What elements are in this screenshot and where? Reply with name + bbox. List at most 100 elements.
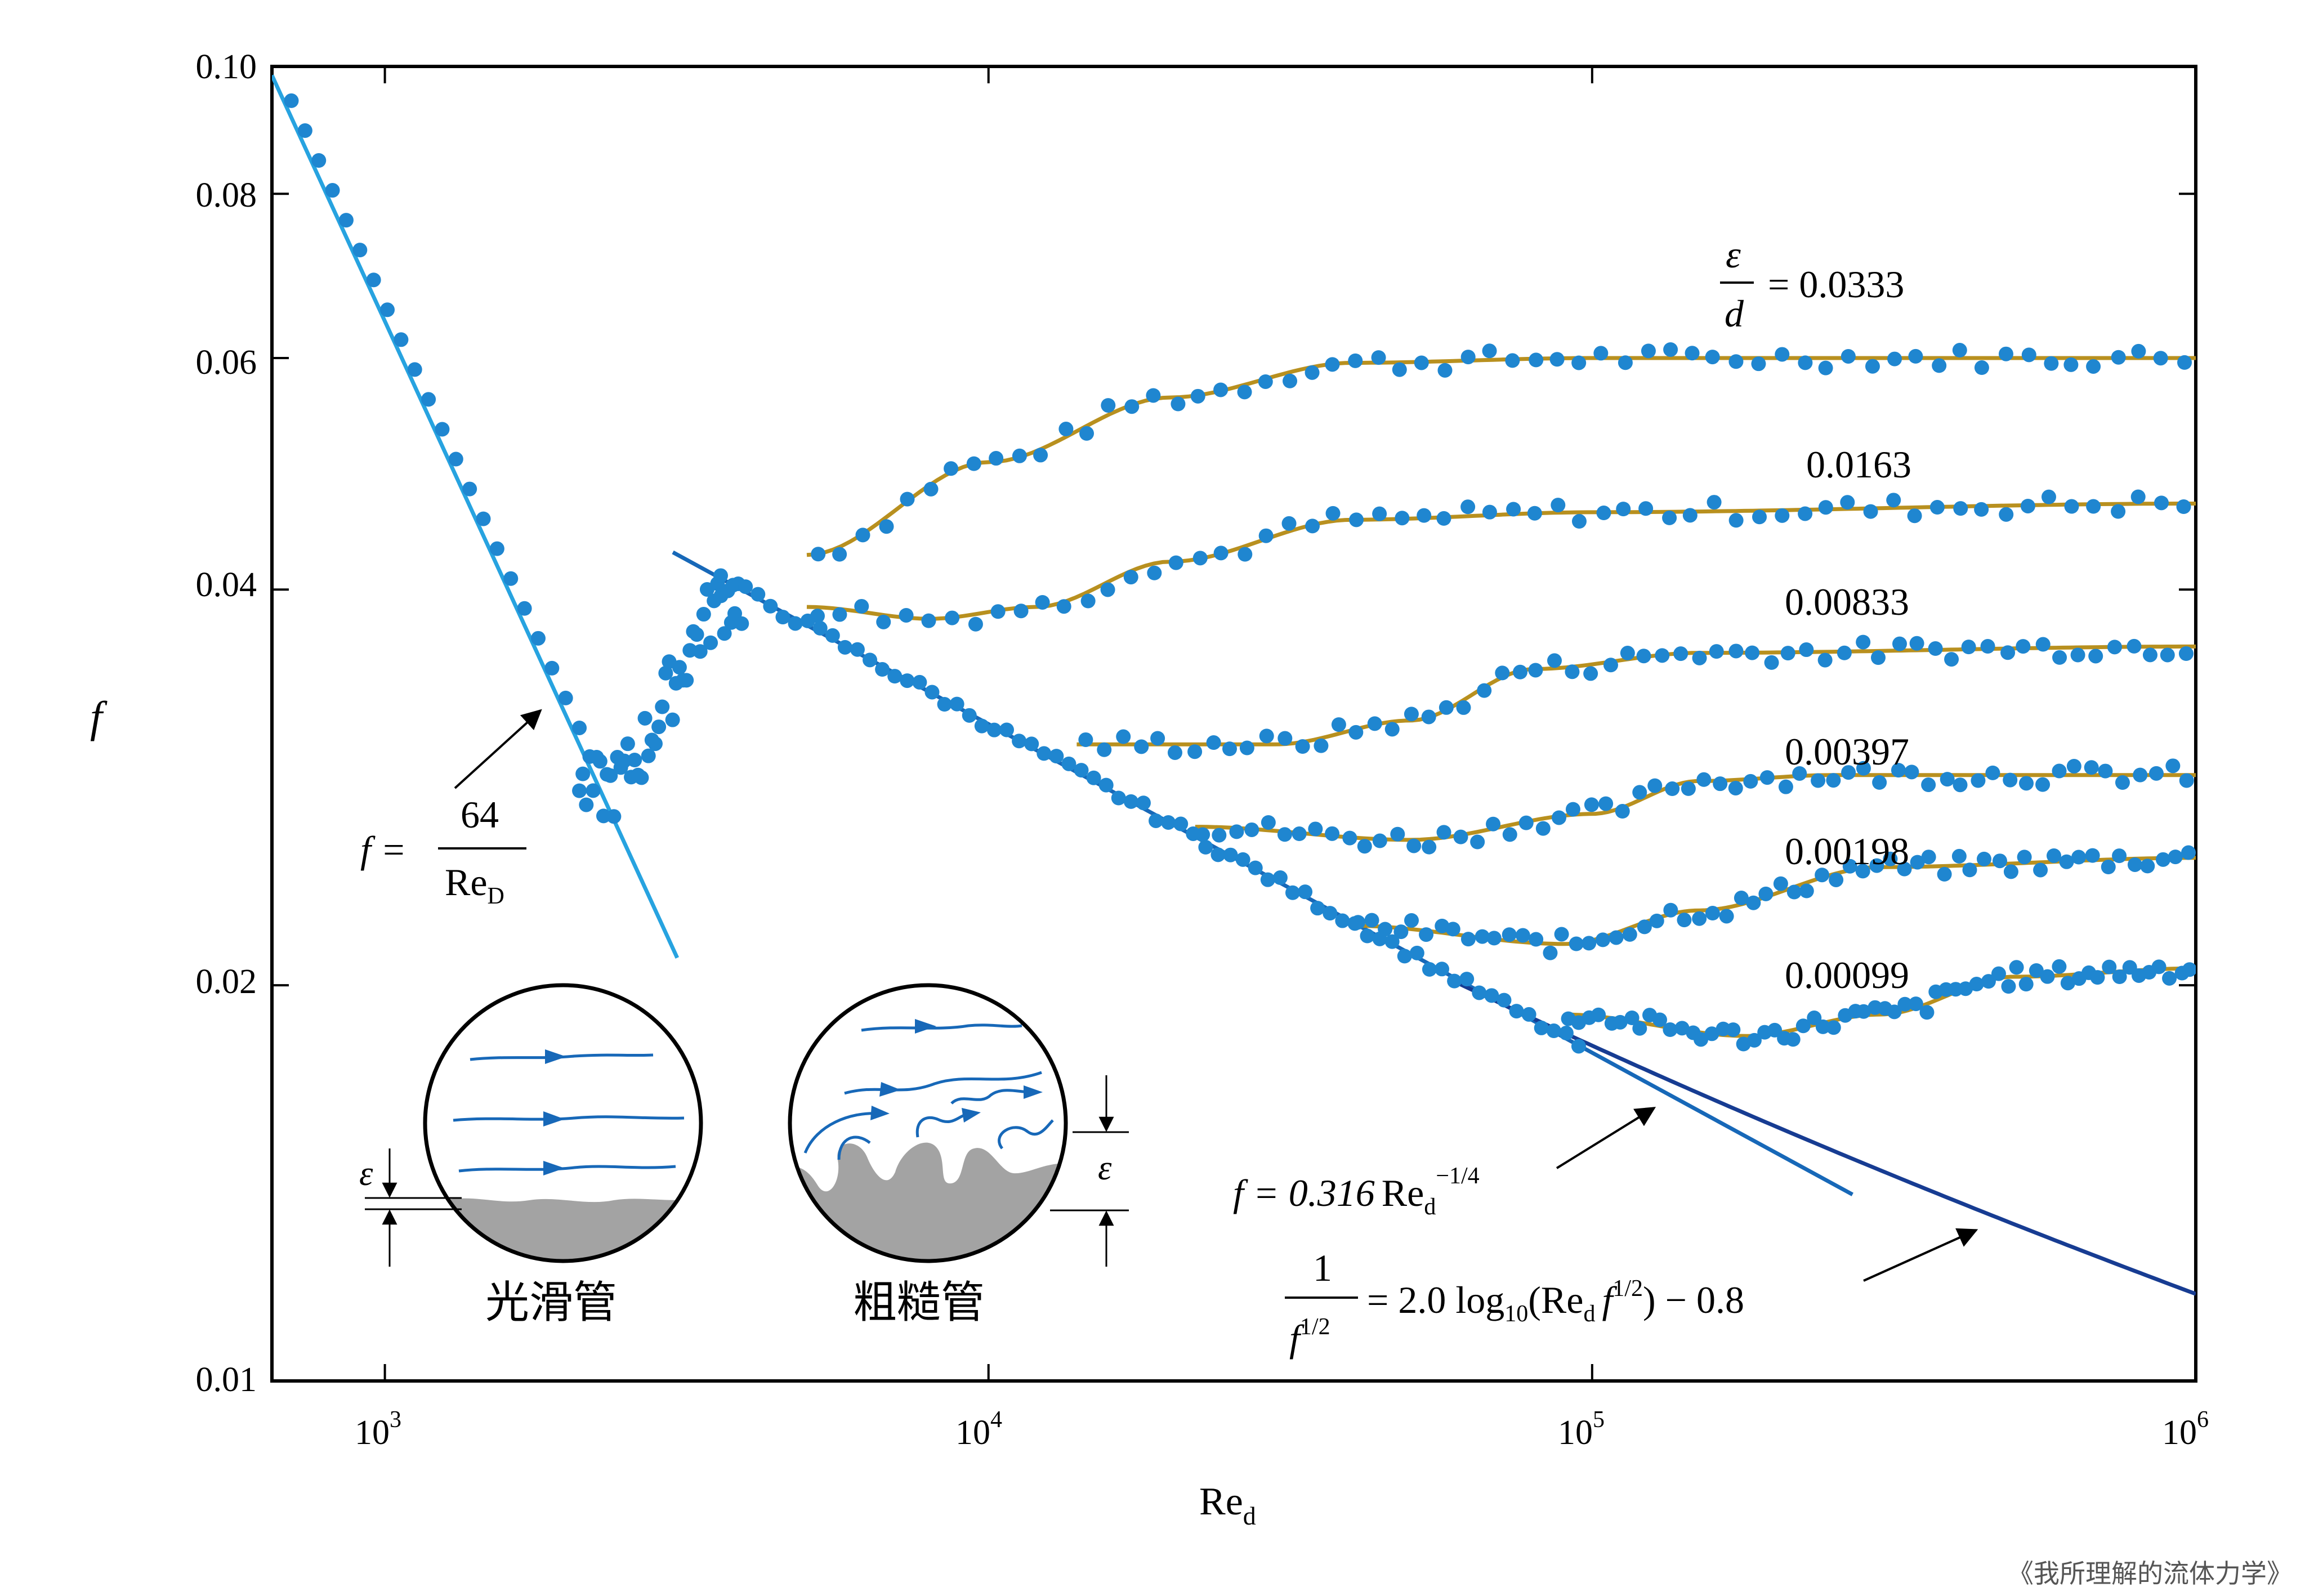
data-point [1780,646,1795,661]
data-point [1260,872,1275,887]
data-point [1665,781,1680,797]
data-point [1728,513,1744,528]
data-point [672,660,687,675]
data-point [1663,1022,1678,1038]
data-point [1713,776,1728,792]
data-point [634,770,649,785]
data-point [1705,350,1720,365]
data-point [1447,973,1462,989]
data-point [1285,885,1300,900]
data-point [1459,972,1475,987]
data-point [1116,729,1131,744]
data-point [2101,860,2116,875]
data-point [1258,374,1273,389]
data-point [1870,650,1886,665]
data-point [1283,373,1298,388]
fit-curve-0.00397 [1195,773,2196,842]
data-point [1745,645,1760,660]
series-label-0.00099: 0.00099 [1785,954,1909,996]
streamline [470,1053,654,1061]
data-point [1921,850,1936,865]
data-point [1244,822,1259,837]
data-point [899,607,914,623]
y-tick-label: 0.01 [196,1361,257,1399]
data-point [1123,570,1138,585]
data-point [1364,913,1379,928]
data-point [924,685,940,700]
data-point [1235,852,1250,867]
prandtl-numerator: 1 [1313,1246,1332,1289]
data-point [1815,868,1830,883]
data-point [1734,891,1749,906]
data-point [1603,658,1618,673]
data-point [1513,664,1528,679]
data-point [1929,500,1945,515]
data-point [641,748,656,763]
data-point [1818,500,1833,515]
data-point [1360,928,1375,944]
data-point [1652,1012,1668,1027]
data-point [2052,650,2067,665]
data-point [1419,927,1434,942]
data-point [651,719,667,735]
data-point [1694,1032,1709,1047]
data-point [1673,646,1688,661]
streamline-arrow-icon [543,1161,565,1175]
streamline-arrow-icon [879,1082,901,1097]
data-point [1775,347,1790,362]
data-point [2130,489,2146,504]
data-point [1058,422,1074,437]
data-point [366,272,381,288]
data-point [1238,547,1253,562]
data-point [1856,761,1871,776]
data-point [575,766,591,781]
data-point [2086,499,2101,514]
data-point [2033,862,2048,878]
data-point [1528,663,1543,678]
data-point [2115,775,2130,790]
data-point [1829,872,1844,887]
data-point [2107,640,2122,655]
data-point [1549,352,1565,367]
data-point [1357,839,1372,854]
data-point [1323,906,1338,921]
data-point [1436,511,1451,526]
data-point [1554,927,1569,942]
data-point [2182,962,2196,977]
data-point [2018,977,2034,992]
data-point [679,673,694,688]
data-point [1775,508,1790,523]
blasius-text: f = 0.316 Red−1/4 [1233,1163,1480,1220]
x-tick-label: 104 [955,1407,1002,1452]
data-point [606,809,622,824]
data-point [2165,758,2181,774]
data-point [962,708,977,723]
data-point [2176,499,2191,515]
data-point [1582,936,1597,951]
data-point [734,616,749,631]
data-point [2088,649,2103,664]
data-point [1482,343,1497,359]
data-point [2060,976,2075,991]
x-axis-label: Red [1199,1480,1256,1530]
data-point [2009,960,2024,975]
data-point [1277,731,1293,746]
data-point [1616,502,1631,517]
data-point [990,604,1006,619]
prandtl-denominator: f1/2 [1289,1314,1330,1360]
data-point [1842,859,1857,874]
data-point [986,722,1002,737]
data-point [1685,346,1700,361]
data-point [1033,448,1048,463]
data-point [1147,565,1162,580]
data-point [1012,734,1027,749]
data-point [1705,906,1720,921]
data-point [1919,1005,1935,1020]
rough-pipe-label: 粗糙管 [853,1277,985,1328]
data-point [689,627,704,642]
data-point [530,631,546,646]
data-point [1932,358,1947,373]
data-point [2111,350,2126,365]
data-point [1837,645,1852,660]
